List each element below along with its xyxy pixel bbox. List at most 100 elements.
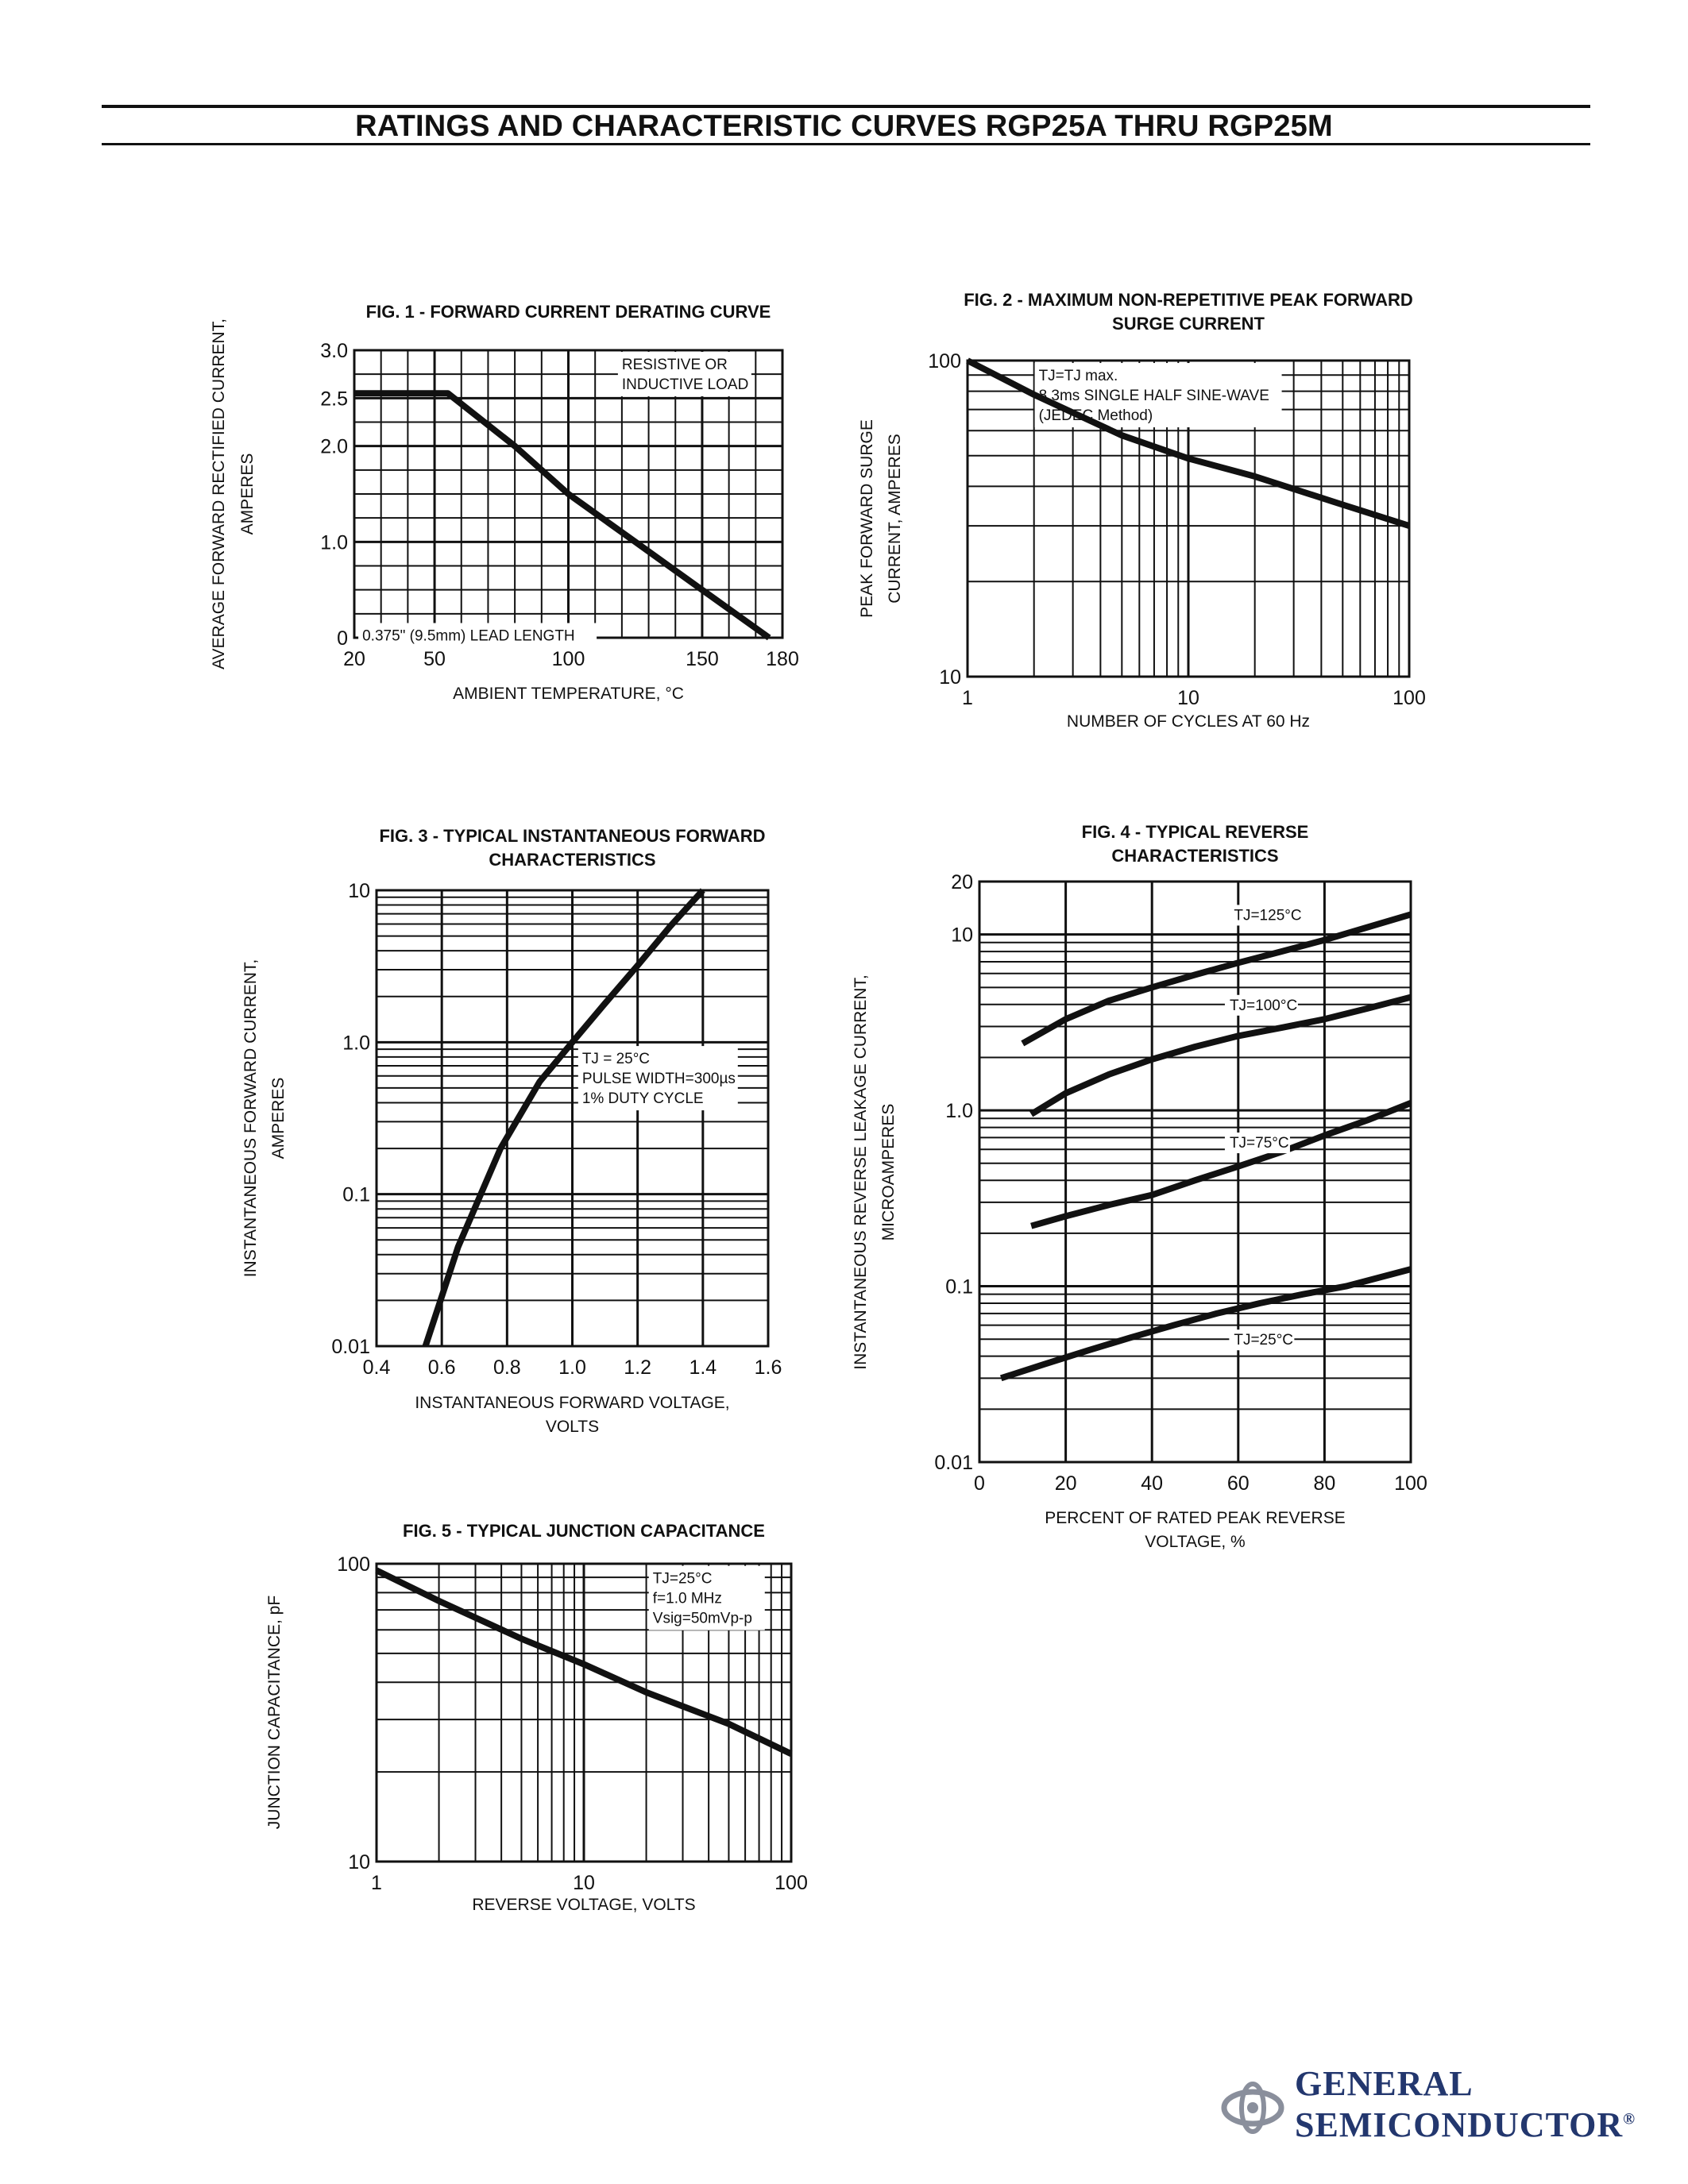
fig3-chart: 0.4 0.6 0.8 1.0 1.2 1.4 1.6 0.01 0.1 1.0 10 FIG. 3 … [241,826,782,1436]
fig2-xtick-label: 10 [1177,687,1199,709]
fig4-series-label: TJ=25°C [1234,1332,1293,1349]
fig3-xlabel: INSTANTANEOUS FORWARD VOLTAGE, [415,1394,729,1412]
fig3-annotation-text: 1% DUTY CYCLE [582,1090,704,1107]
fig1-ytick-label: 3.0 [320,340,348,362]
logo-mark-icon [1221,2082,1284,2134]
fig3-title: FIG. 3 - TYPICAL INSTANTANEOUS FORWARD [379,826,765,846]
fig1-xtick-label: 180 [766,648,799,670]
fig1-xtick-label: 150 [686,648,719,670]
fig4-title: CHARACTERISTICS [1111,846,1278,866]
fig1-chart: 20 50 100 150 180 0 1.0 2.0 2.5 3.0 FIG. 1 - FORWA… [210,302,799,703]
fig5-ytick-label: 10 [348,1851,370,1873]
fig4-ytick-label: 1.0 [945,1100,973,1122]
fig2-xtick-label: 100 [1393,687,1426,709]
fig5-xtick-label: 100 [774,1872,808,1894]
fig2-ytick-label: 100 [928,350,961,372]
logo-line-2: SEMICONDUCTOR® [1295,2105,1636,2145]
fig1-annotation-text: 0.375" (9.5mm) LEAD LENGTH [362,628,575,645]
fig3-ylabel: AMPERES [269,1078,288,1160]
fig4-plot-frame [978,880,1412,1464]
fig4-ytick-label: 0.1 [945,1276,973,1298]
fig5-plot-frame [375,1562,793,1863]
fig1-ytick-label: 1.0 [320,531,348,554]
fig4-xtick-label: 60 [1227,1472,1250,1495]
fig2-title: FIG. 2 - MAXIMUM NON-REPETITIVE PEAK FOR… [964,290,1413,310]
fig1-annotation-bg [617,352,751,397]
fig4-xtick-label: 40 [1141,1472,1163,1495]
fig3-annotation-bg [577,1046,738,1111]
fig1-title: FIG. 1 - FORWARD CURRENT DERATING CURVE [366,302,771,322]
fig1-ylabel: AMPERES [238,453,257,535]
fig4-series-label-bg [1229,905,1303,926]
fig2-annotation-text: 8.3ms SINGLE HALF SINE-WAVE [1039,388,1269,404]
fig3-xtick-label: 1.6 [755,1356,782,1379]
fig1-xlabel: AMBIENT TEMPERATURE, °C [453,685,684,703]
fig4-series-label: TJ=125°C [1234,907,1301,924]
fig1-xtick-label: 100 [552,648,585,670]
fig4-xtick-label: 20 [1055,1472,1077,1495]
fig4-ytick-label: 0.01 [934,1452,973,1474]
fig3-ytick-label: 0.01 [331,1336,370,1358]
fig5-xtick-label: 1 [371,1872,382,1894]
fig1-xtick-label: 20 [343,648,365,670]
fig3-xtick-label: 1.2 [624,1356,651,1379]
fig4-ytick-label: 20 [951,871,973,893]
fig3-plot-frame [375,889,770,1348]
fig4-xtick-label: 0 [974,1472,985,1495]
fig5-annotation-text: Vsig=50mVp-p [653,1611,752,1627]
title-underline [102,143,1590,145]
fig3-xtick-label: 1.4 [689,1356,717,1379]
fig4-ylabel: INSTANTANEOUS REVERSE LEAKAGE CURRENT, [852,974,870,1370]
fig5-xlabel: REVERSE VOLTAGE, VOLTS [472,1896,695,1914]
fig2-ytick-label: 10 [939,666,961,689]
fig2-ylabel: CURRENT, AMPERES [886,434,904,604]
fig4-ylabel: MICROAMPERES [879,1104,898,1241]
top-rule [102,105,1590,108]
fig4-series-line-1 [1021,911,1412,1047]
fig3-xtick-label: 0.6 [428,1356,456,1379]
fig4-series-line-3 [1030,1100,1412,1229]
fig3-series-line-1 [422,888,705,1348]
brand-logo: GENERAL SEMICONDUCTOR® [1215,2063,1635,2151]
logo-line-1: GENERAL [1295,2064,1474,2103]
fig5-xtick-label: 10 [573,1872,595,1894]
logo-line-2-text: SEMICONDUCTOR [1295,2105,1624,2144]
fig1-ytick-label: 0 [337,627,348,650]
fig3-annotation-text: PULSE WIDTH=300µs [582,1071,736,1087]
fig4-series-line-4 [999,1266,1412,1382]
fig5-ytick-label: 100 [337,1553,370,1576]
fig2-title: SURGE CURRENT [1112,314,1265,334]
fig3-xtick-label: 1.0 [558,1356,586,1379]
fig4-xtick-label: 80 [1313,1472,1335,1495]
fig5-annotation-text: TJ=25°C [653,1571,713,1588]
fig4-xlabel: VOLTAGE, % [1145,1533,1245,1551]
fig2-series-line-1 [966,357,1411,529]
fig5-annotation-text: f=1.0 MHz [653,1591,722,1607]
fig5-series-line-1 [375,1567,793,1758]
fig3-xtick-label: 0.8 [493,1356,521,1379]
fig3-xlabel: VOLTS [546,1418,599,1436]
fig2-xtick-label: 1 [962,687,973,709]
fig4-series-label-bg [1229,1329,1295,1351]
fig4-xtick-label: 100 [1394,1472,1427,1495]
page-title: RATINGS AND CHARACTERISTIC CURVES RGP25A… [355,110,1333,143]
fig5-annotation-bg [648,1565,765,1630]
registered-mark: ® [1623,2110,1636,2128]
fig3-ytick-label: 0.1 [342,1184,370,1206]
fig5-ylabel: JUNCTION CAPACITANCE, pF [265,1596,284,1829]
fig4-chart: 0 20 40 60 80 100 0.01 0.1 1.0 10 20 FIG. 4 - TYPIC… [852,822,1427,1551]
fig3-title: CHARACTERISTICS [489,850,655,870]
fig3-ylabel: INSTANTANEOUS FORWARD CURRENT, [241,959,260,1278]
fig4-title: FIG. 4 - TYPICAL REVERSE [1082,822,1309,842]
fig3-annotation-text: TJ = 25°C [582,1051,650,1067]
fig5-title: FIG. 5 - TYPICAL JUNCTION CAPACITANCE [403,1521,765,1541]
fig2-xlabel: NUMBER OF CYCLES AT 60 Hz [1067,712,1310,731]
fig4-series-label-bg [1224,994,1298,1016]
fig1-ytick-label: 2.5 [320,388,348,410]
fig1-xtick-label: 50 [423,648,446,670]
fig3-ytick-label: 1.0 [342,1032,370,1054]
fig1-annotation-bg [358,623,597,648]
